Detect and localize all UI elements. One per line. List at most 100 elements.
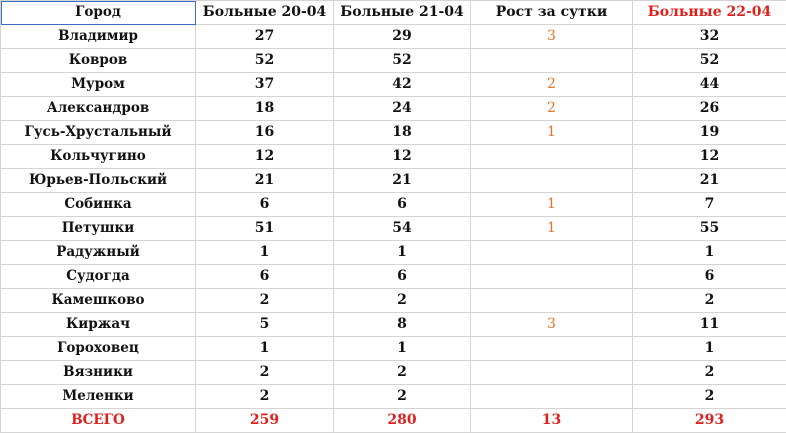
number-cell [471, 49, 633, 73]
number-cell: 26 [633, 97, 786, 121]
number-cell: 32 [633, 25, 786, 49]
number-cell: 2 [334, 361, 471, 385]
number-cell: 29 [334, 25, 471, 49]
number-cell: 11 [633, 313, 786, 337]
city-cell: Петушки [1, 217, 196, 241]
number-cell: 52 [196, 49, 334, 73]
city-cell: Юрьев-Польский [1, 169, 196, 193]
number-cell: 42 [334, 73, 471, 97]
header-cell: Больные 22-04 [633, 1, 786, 25]
number-cell [471, 385, 633, 409]
number-cell: 2 [334, 385, 471, 409]
number-cell: 18 [196, 97, 334, 121]
total-cell: 13 [471, 409, 633, 433]
number-cell: 6 [334, 265, 471, 289]
number-cell: 2 [471, 73, 633, 97]
number-cell [471, 289, 633, 313]
number-cell: 21 [334, 169, 471, 193]
number-cell [471, 337, 633, 361]
number-cell: 6 [334, 193, 471, 217]
total-cell: ВСЕГО [1, 409, 196, 433]
number-cell [471, 169, 633, 193]
number-cell: 12 [196, 145, 334, 169]
number-cell: 37 [196, 73, 334, 97]
number-cell: 3 [471, 25, 633, 49]
city-cell: Гусь-Хрустальный [1, 121, 196, 145]
number-cell: 1 [196, 241, 334, 265]
number-cell: 24 [334, 97, 471, 121]
number-cell: 2 [633, 289, 786, 313]
number-cell: 2 [196, 289, 334, 313]
number-cell [471, 265, 633, 289]
number-cell: 1 [334, 241, 471, 265]
number-cell: 54 [334, 217, 471, 241]
number-cell: 1 [196, 337, 334, 361]
header-cell: Рост за сутки [471, 1, 633, 25]
city-cell: Радужный [1, 241, 196, 265]
number-cell: 2 [633, 361, 786, 385]
number-cell: 12 [334, 145, 471, 169]
number-cell: 7 [633, 193, 786, 217]
city-cell: Вязники [1, 361, 196, 385]
header-cell: Больные 21-04 [334, 1, 471, 25]
city-cell: Камешково [1, 289, 196, 313]
city-cell: Киржач [1, 313, 196, 337]
city-cell: Судогда [1, 265, 196, 289]
number-cell: 52 [633, 49, 786, 73]
number-cell: 2 [471, 97, 633, 121]
total-cell: 259 [196, 409, 334, 433]
header-cell: Больные 20-04 [196, 1, 334, 25]
city-cell: Александров [1, 97, 196, 121]
city-cell: Меленки [1, 385, 196, 409]
number-cell [471, 361, 633, 385]
header-cell: Город [1, 1, 196, 25]
number-cell: 27 [196, 25, 334, 49]
city-cell: Владимир [1, 25, 196, 49]
number-cell: 8 [334, 313, 471, 337]
number-cell: 5 [196, 313, 334, 337]
total-cell: 280 [334, 409, 471, 433]
number-cell: 1 [471, 193, 633, 217]
city-cell: Гороховец [1, 337, 196, 361]
number-cell: 18 [334, 121, 471, 145]
number-cell: 21 [196, 169, 334, 193]
city-cell: Собинка [1, 193, 196, 217]
city-cell: Кольчугино [1, 145, 196, 169]
city-cell: Ковров [1, 49, 196, 73]
number-cell: 16 [196, 121, 334, 145]
number-cell: 51 [196, 217, 334, 241]
number-cell: 2 [196, 385, 334, 409]
number-cell: 1 [471, 121, 633, 145]
number-cell: 52 [334, 49, 471, 73]
number-cell [471, 145, 633, 169]
number-cell: 21 [633, 169, 786, 193]
number-cell: 19 [633, 121, 786, 145]
number-cell: 6 [196, 265, 334, 289]
number-cell: 2 [633, 385, 786, 409]
city-cell: Муром [1, 73, 196, 97]
number-cell: 55 [633, 217, 786, 241]
number-cell: 2 [334, 289, 471, 313]
number-cell: 1 [334, 337, 471, 361]
number-cell: 6 [633, 265, 786, 289]
